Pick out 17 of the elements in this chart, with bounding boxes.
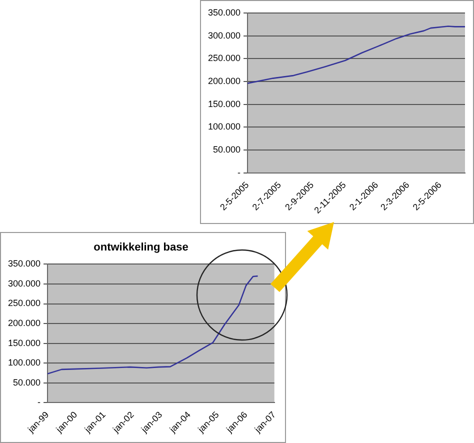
y-tick-label: 350.000 bbox=[208, 7, 241, 18]
y-tick-label: 50.000 bbox=[213, 144, 241, 154]
y-tick-label: 250.000 bbox=[208, 53, 241, 64]
y-tick-label: 100.000 bbox=[8, 358, 41, 368]
y-tick-label: 100.000 bbox=[208, 122, 241, 132]
y-tick-label: 350.000 bbox=[8, 258, 41, 269]
y-tick-label: 200.000 bbox=[8, 318, 41, 328]
y-tick-label: 50.000 bbox=[13, 377, 41, 388]
y-tick-label: - bbox=[38, 397, 41, 408]
y-tick-label: 300.000 bbox=[8, 278, 41, 288]
chart-title: ontwikkeling base bbox=[94, 242, 188, 254]
y-tick-label: 300.000 bbox=[208, 30, 241, 40]
y-tick-label: 200.000 bbox=[208, 76, 241, 86]
y-tick-label: 250.000 bbox=[8, 298, 41, 308]
y-tick-label: - bbox=[238, 167, 241, 178]
y-tick-label: 150.000 bbox=[208, 98, 241, 109]
y-tick-label: 150.000 bbox=[8, 338, 41, 348]
